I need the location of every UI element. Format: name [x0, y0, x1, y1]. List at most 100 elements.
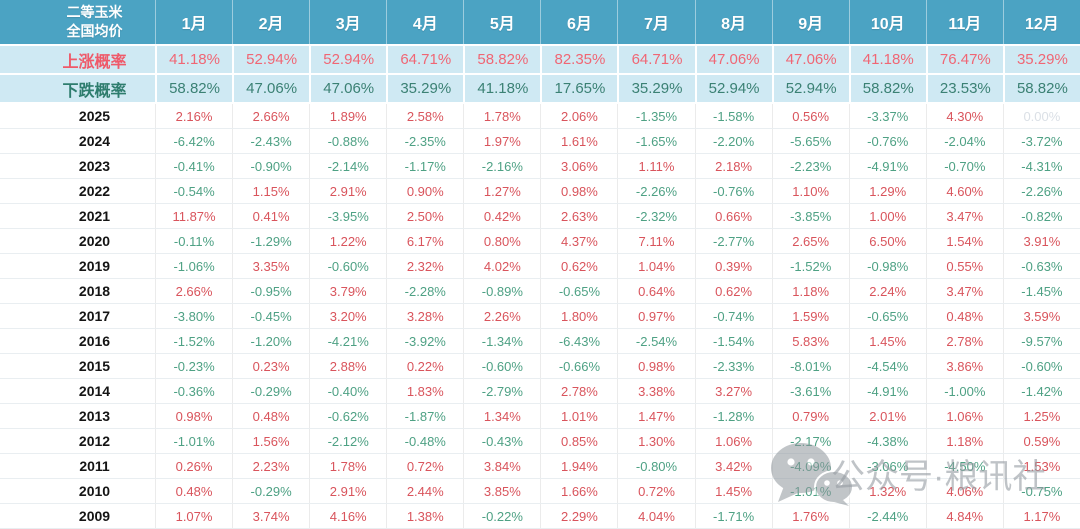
value-cell-2022-6: 0.98% — [540, 179, 617, 203]
value-cell-2013-12: 1.25% — [1002, 404, 1080, 428]
value-cell-2023-9: -2.23% — [771, 154, 849, 178]
value-cell-2024-10: -0.76% — [848, 129, 926, 153]
rise-probability-value-1: 41.18% — [155, 46, 232, 73]
value-cell-2021-2: 0.41% — [232, 204, 309, 228]
year-row-2025: 2025 2.16% 2.66% 1.89% 2.58% 1.78% 2.06% -1.35%… — [0, 104, 1080, 129]
fall-probability-label: 下跌概率 — [62, 82, 127, 100]
value-cell-2022-1: -0.54% — [155, 179, 232, 203]
value-cell-2014-11: -1.00% — [925, 379, 1003, 403]
value-cell-2019-5: 4.02% — [463, 254, 540, 278]
year-row-2022: 2022 -0.54% 1.15% 2.91% 0.90% 1.27% 0.98% -2.26… — [0, 179, 1080, 204]
month-header-2: 2月 — [232, 0, 309, 44]
value-cell-2017-10: -0.65% — [848, 304, 926, 328]
value-cell-2025-3: 1.89% — [309, 104, 386, 128]
value-cell-2024-9: -5.65% — [771, 129, 849, 153]
value-cell-2018-11: 3.47% — [925, 279, 1003, 303]
year-row-2018: 2018 2.66% -0.95% 3.79% -2.28% -0.89% -0.65% 0.… — [0, 279, 1080, 304]
value-cell-2014-4: 1.83% — [386, 379, 463, 403]
value-cell-2023-5: -2.16% — [463, 154, 540, 178]
value-cell-2016-12: -9.57% — [1002, 329, 1080, 353]
value-cell-2010-4: 2.44% — [386, 479, 463, 503]
value-cell-2011-10: -3.06% — [848, 454, 926, 478]
fall-probability-value-1: 58.82% — [155, 75, 232, 102]
value-cell-2012-9: -2.17% — [771, 429, 849, 453]
value-cell-2022-3: 2.91% — [309, 179, 386, 203]
value-cell-2021-1: 11.87% — [155, 204, 232, 228]
value-cell-2012-7: 1.30% — [617, 429, 694, 453]
value-cell-2023-6: 3.06% — [540, 154, 617, 178]
value-cell-2014-6: 2.78% — [540, 379, 617, 403]
value-cell-2018-12: -1.45% — [1002, 279, 1080, 303]
value-cell-2011-3: 1.78% — [309, 454, 386, 478]
value-cell-2019-2: 3.35% — [232, 254, 309, 278]
value-cell-2014-12: -1.42% — [1002, 379, 1080, 403]
value-cell-2019-8: 0.39% — [694, 254, 772, 278]
value-cell-2013-10: 2.01% — [848, 404, 926, 428]
year-row-2012: 2012 -1.01% 1.56% -2.12% -0.48% -0.43% 0.85% 1.… — [0, 429, 1080, 454]
value-cell-2013-5: 1.34% — [463, 404, 540, 428]
value-cell-2017-5: 2.26% — [463, 304, 540, 328]
fall-probability-value-9: 52.94% — [771, 75, 849, 102]
value-cell-2013-2: 0.48% — [232, 404, 309, 428]
value-cell-2020-6: 4.37% — [540, 229, 617, 253]
rise-probability-value-11: 76.47% — [925, 46, 1003, 73]
value-cell-2018-9: 1.18% — [771, 279, 849, 303]
value-cell-2009-3: 4.16% — [309, 504, 386, 528]
value-cell-2022-4: 0.90% — [386, 179, 463, 203]
value-cell-2016-1: -1.52% — [155, 329, 232, 353]
year-label: 2013 — [78, 408, 111, 424]
value-cell-2014-1: -0.36% — [155, 379, 232, 403]
value-cell-2021-11: 3.47% — [925, 204, 1003, 228]
value-cell-2012-3: -2.12% — [309, 429, 386, 453]
value-cell-2019-10: -0.98% — [848, 254, 926, 278]
value-cell-2025-5: 1.78% — [463, 104, 540, 128]
value-cell-2025-4: 2.58% — [386, 104, 463, 128]
year-row-2024: 2024 -6.42% -2.43% -0.88% -2.35% 1.97% 1.61% -1… — [0, 129, 1080, 154]
value-cell-2017-7: 0.97% — [617, 304, 694, 328]
value-cell-2010-5: 3.85% — [463, 479, 540, 503]
value-cell-2018-8: 0.62% — [694, 279, 772, 303]
value-cell-2025-11: 4.30% — [925, 104, 1003, 128]
value-cell-2024-4: -2.35% — [386, 129, 463, 153]
value-cell-2009-11: 4.84% — [925, 504, 1003, 528]
month-header-6: 6月 — [540, 0, 617, 44]
value-cell-2016-2: -1.20% — [232, 329, 309, 353]
value-cell-2009-9: 1.76% — [771, 504, 849, 528]
value-cell-2020-11: 1.54% — [925, 229, 1003, 253]
value-cell-2023-2: -0.90% — [232, 154, 309, 178]
value-cell-2022-12: -2.26% — [1002, 179, 1080, 203]
value-cell-2013-1: 0.98% — [155, 404, 232, 428]
value-cell-2014-8: 3.27% — [694, 379, 772, 403]
year-row-2011: 2011 0.26% 2.23% 1.78% 0.72% 3.84% 1.94% -0.80%… — [0, 454, 1080, 479]
value-cell-2015-4: 0.22% — [386, 354, 463, 378]
value-cell-2011-1: 0.26% — [155, 454, 232, 478]
value-cell-2016-4: -3.92% — [386, 329, 463, 353]
value-cell-2021-3: -3.95% — [309, 204, 386, 228]
value-cell-2011-2: 2.23% — [232, 454, 309, 478]
value-cell-2010-1: 0.48% — [155, 479, 232, 503]
value-cell-2018-2: -0.95% — [232, 279, 309, 303]
value-cell-2020-3: 1.22% — [309, 229, 386, 253]
rise-probability-value-4: 64.71% — [386, 46, 463, 73]
value-cell-2013-3: -0.62% — [309, 404, 386, 428]
month-header-7: 7月 — [617, 0, 694, 44]
year-row-2021: 2021 11.87% 0.41% -3.95% 2.50% 0.42% 2.63% -2.3… — [0, 204, 1080, 229]
year-rows: 2025 2.16% 2.66% 1.89% 2.58% 1.78% 2.06% -1.35%… — [0, 104, 1080, 529]
value-cell-2022-5: 1.27% — [463, 179, 540, 203]
year-row-2017: 2017 -3.80% -0.45% 3.20% 3.28% 2.26% 1.80% 0.97… — [0, 304, 1080, 329]
value-cell-2012-5: -0.43% — [463, 429, 540, 453]
value-cell-2011-7: -0.80% — [617, 454, 694, 478]
value-cell-2014-2: -0.29% — [232, 379, 309, 403]
value-cell-2020-9: 2.65% — [771, 229, 849, 253]
month-header-10: 10月 — [848, 0, 926, 44]
value-cell-2011-4: 0.72% — [386, 454, 463, 478]
value-cell-2020-4: 6.17% — [386, 229, 463, 253]
fall-probability-value-4: 35.29% — [386, 75, 463, 102]
value-cell-2011-11: -4.50% — [925, 454, 1003, 478]
value-cell-2021-7: -2.32% — [617, 204, 694, 228]
year-row-2010: 2010 0.48% -0.29% 2.91% 2.44% 3.85% 1.66% 0.72%… — [0, 479, 1080, 504]
value-cell-2013-4: -1.87% — [386, 404, 463, 428]
value-cell-2019-6: 0.62% — [540, 254, 617, 278]
rise-probability-value-7: 64.71% — [617, 46, 694, 73]
value-cell-2022-8: -0.76% — [694, 179, 772, 203]
